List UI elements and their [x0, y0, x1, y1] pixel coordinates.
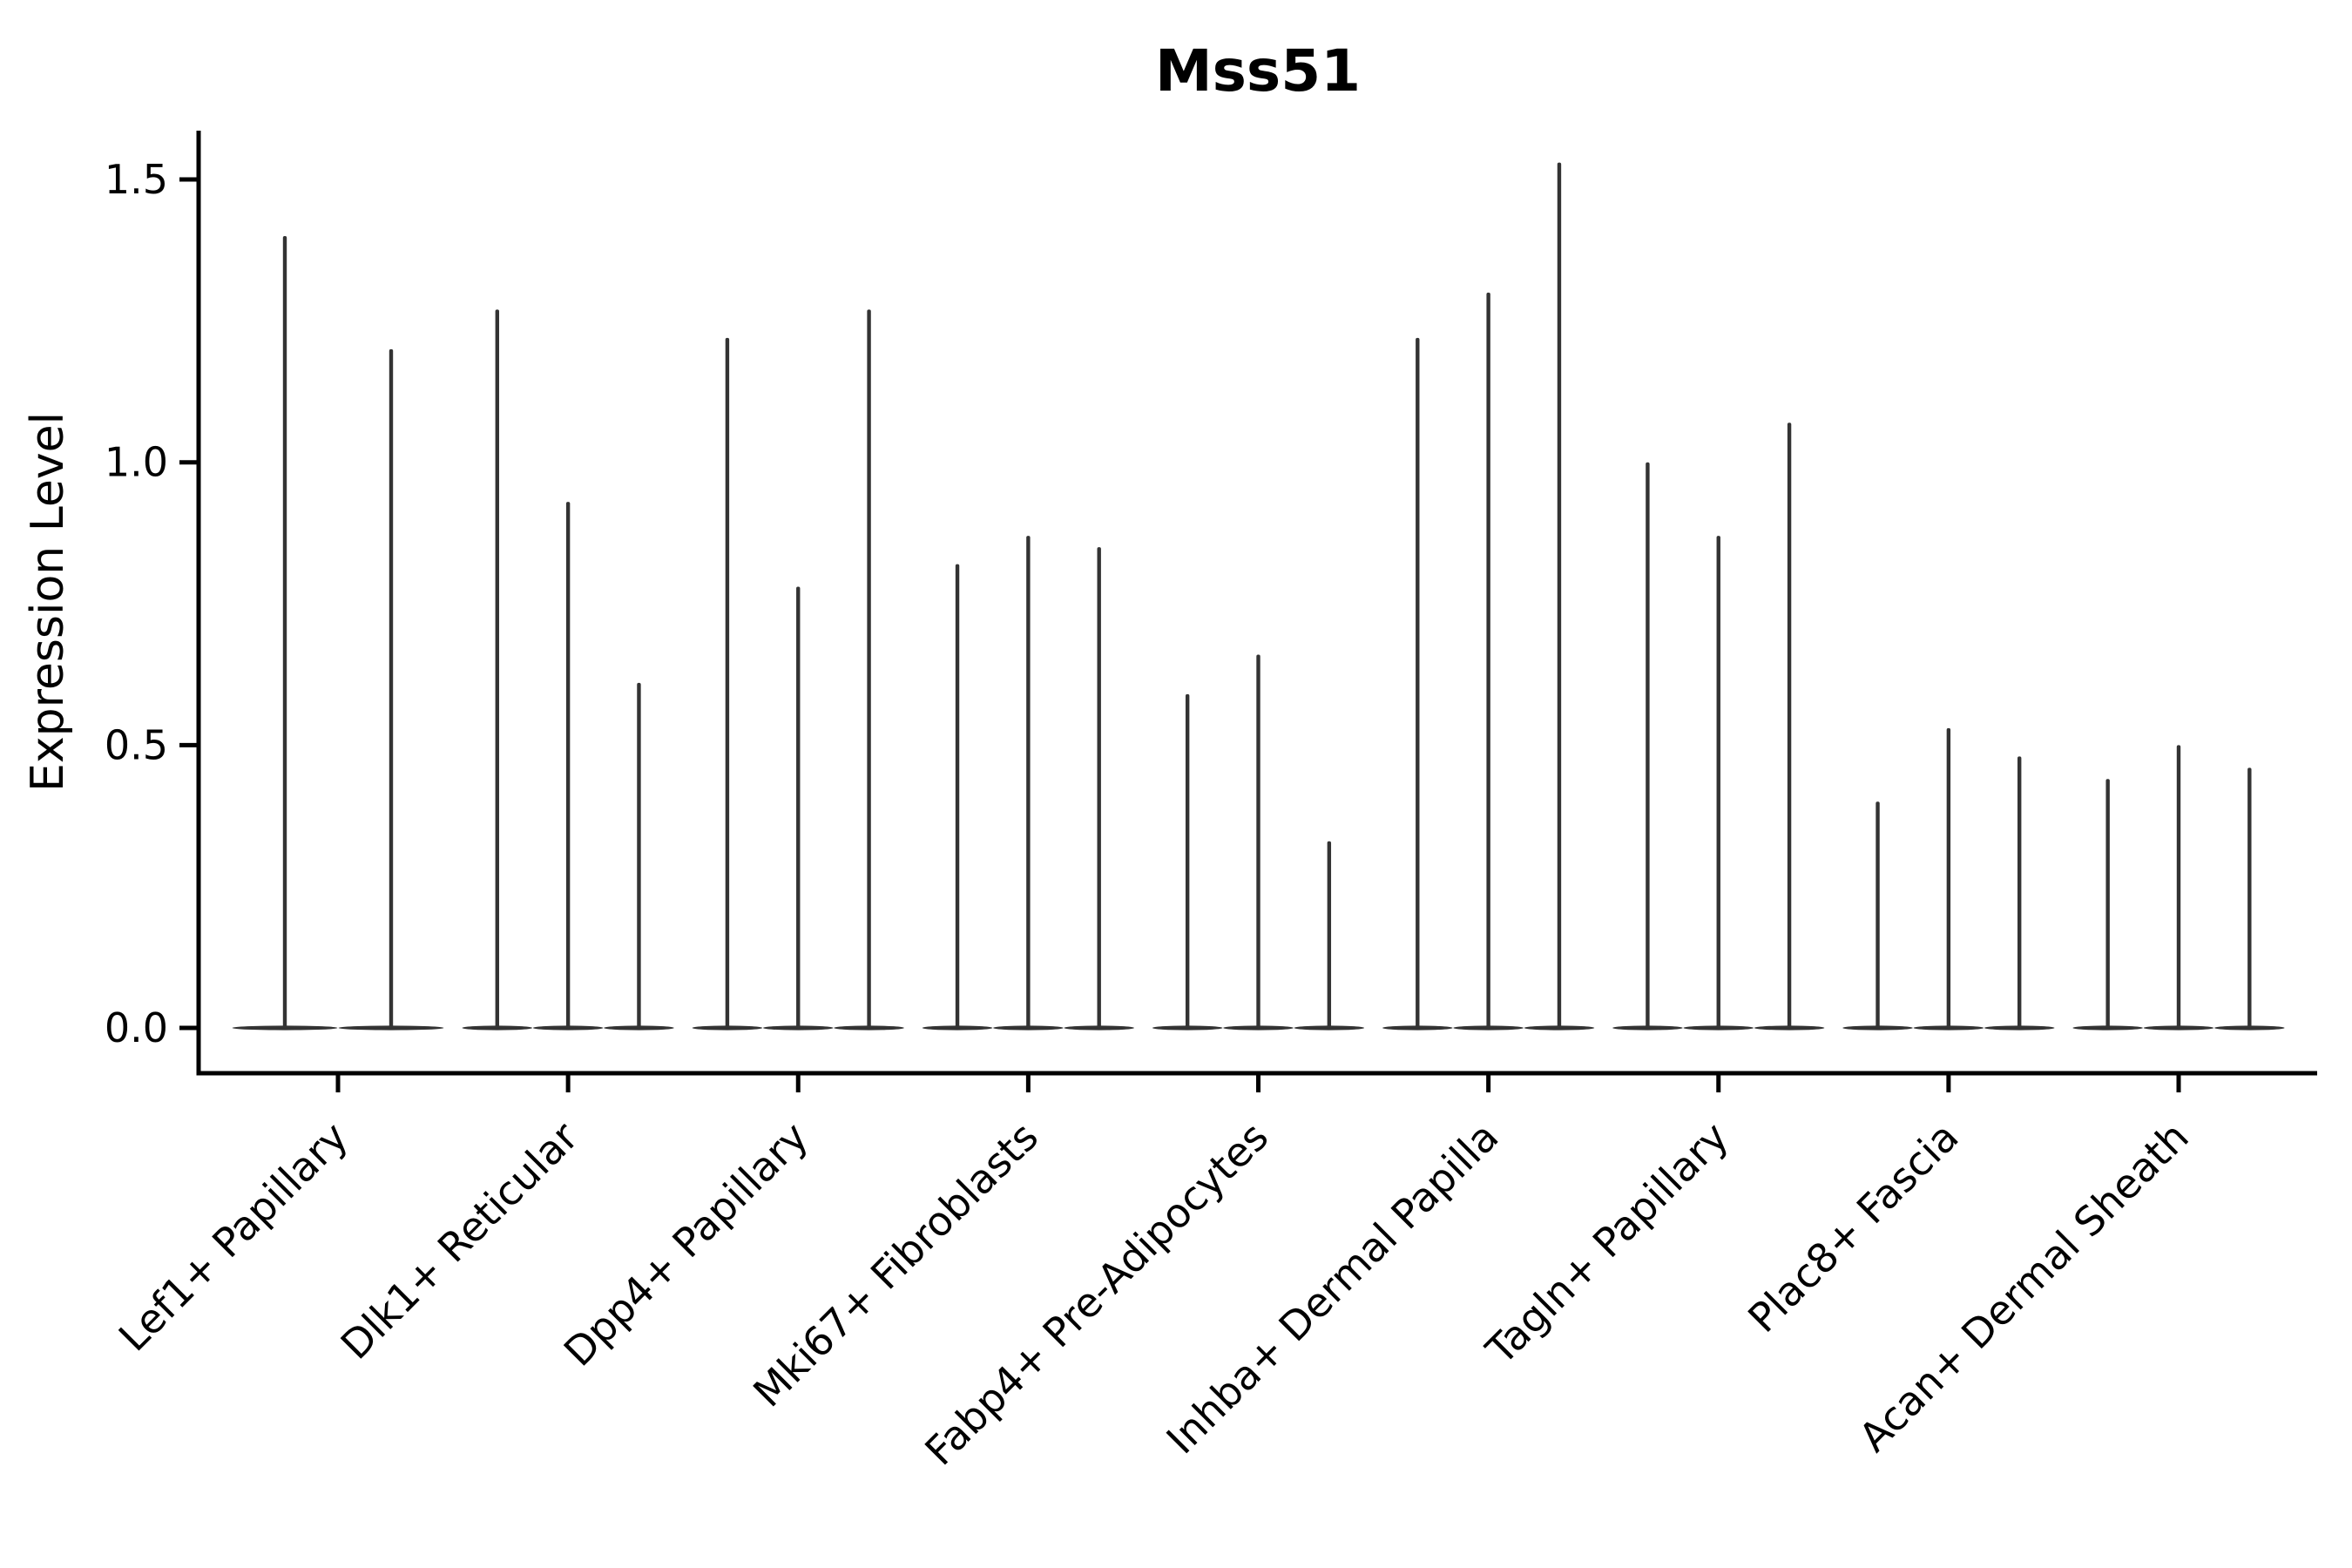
- x-tick-label: Dpp4+ Papillary: [555, 1113, 817, 1375]
- y-tick-label: 0.0: [105, 1004, 168, 1051]
- violin-spike: [1557, 162, 1562, 1029]
- violin-spike: [1946, 727, 1951, 1028]
- violin-spike: [1327, 841, 1332, 1028]
- violin-spike: [955, 564, 960, 1028]
- violin-spike: [867, 309, 871, 1028]
- y-tick-label: 1.0: [105, 439, 168, 486]
- violin-spike: [2247, 767, 2252, 1028]
- violin-spike: [2105, 779, 2110, 1028]
- y-tick-label: 0.5: [105, 721, 168, 768]
- violin-spike: [1787, 422, 1792, 1028]
- violin-spike: [1876, 801, 1880, 1028]
- x-tick-label: Dlk1+ Reticular: [332, 1113, 587, 1369]
- violin-spike: [565, 502, 571, 1028]
- violin-spike: [495, 309, 499, 1028]
- violin-spike: [1646, 462, 1650, 1028]
- axis-spine: [196, 131, 2317, 1076]
- violin-spike: [389, 348, 394, 1029]
- y-tick-label: 1.5: [105, 156, 168, 203]
- violin-spike: [1416, 337, 1420, 1028]
- violin-spike: [796, 586, 801, 1028]
- violin-spike: [1256, 654, 1260, 1028]
- violin-spike: [2176, 745, 2181, 1028]
- x-tick-label: Plac8+ Fascia: [1739, 1113, 1967, 1342]
- violin-spike: [725, 337, 730, 1028]
- violin-spike: [1486, 292, 1490, 1028]
- violin-spike: [1185, 693, 1190, 1028]
- violin-spike: [282, 235, 287, 1029]
- violin-spike: [637, 682, 641, 1028]
- violin-spike: [1026, 536, 1031, 1028]
- chart-title: Mss51: [1155, 37, 1361, 105]
- x-tick-label: Tagln+ Papillary: [1477, 1113, 1738, 1375]
- violin-spike: [1097, 547, 1101, 1028]
- x-tick-label: Lef1+ Papillary: [110, 1113, 357, 1361]
- violin-spike: [2017, 756, 2022, 1028]
- y-axis-label: Expression Level: [22, 412, 74, 792]
- violin-spike: [1716, 536, 1720, 1028]
